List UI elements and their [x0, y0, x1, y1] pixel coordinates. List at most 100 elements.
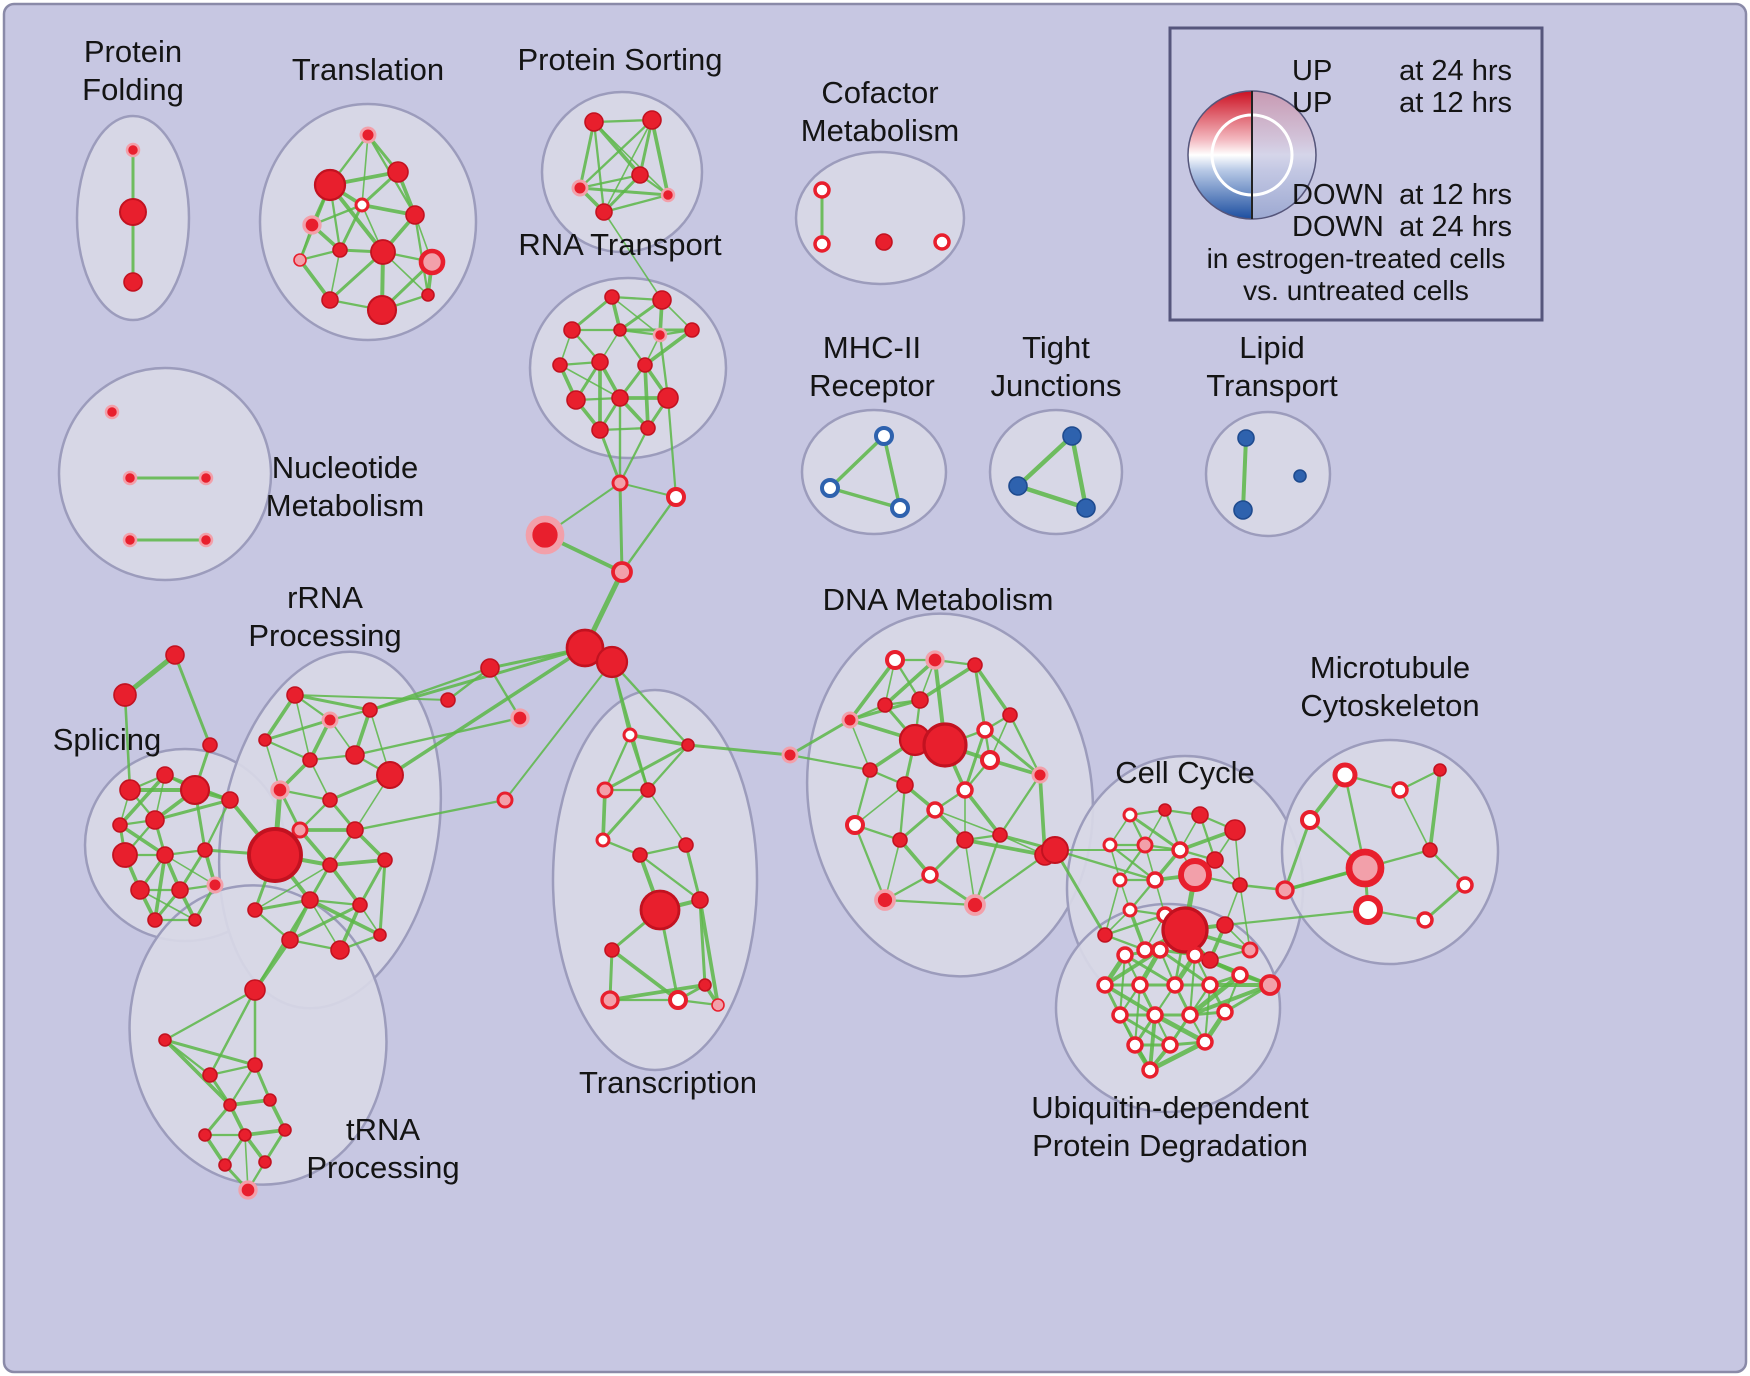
node-cell-cycle-16	[1097, 927, 1113, 943]
legend-footer-line: in estrogen-treated cells	[1207, 243, 1506, 274]
edge	[918, 663, 977, 702]
node-ubiquitin-degradation-3	[1096, 976, 1114, 994]
edge	[368, 646, 587, 712]
edge	[353, 798, 507, 832]
node-cell-cycle-4	[1102, 837, 1118, 853]
cluster-label-transcription: Transcription	[579, 1065, 757, 1100]
edge	[1015, 483, 1089, 511]
node-trna-processing-7	[238, 1128, 252, 1142]
node-rrna-processing-15	[352, 897, 368, 913]
node-splicing-5	[145, 810, 165, 830]
cluster-label-translation: Translation	[292, 52, 444, 87]
cluster-label-lipid-transport: Lipid	[1239, 330, 1305, 365]
cluster-ellipse-transcription	[551, 688, 759, 1072]
edge	[1147, 1039, 1208, 1073]
node-ubiquitin-degradation-10	[1181, 1006, 1199, 1024]
node-splicing-7	[156, 846, 174, 864]
node-connectors-3	[611, 561, 633, 583]
node-trna-processing-10	[258, 1155, 272, 1169]
node-rna-transport-12	[591, 421, 609, 439]
node-dna-metabolism-9	[1002, 707, 1018, 723]
node-rna-transport-3	[613, 323, 627, 337]
edge	[253, 898, 312, 912]
node-connectors-5	[595, 645, 629, 679]
node-connectors-12	[113, 683, 137, 707]
edge	[388, 646, 587, 777]
node-connectors-14	[1041, 836, 1069, 864]
node-dna-metabolism-8	[976, 721, 994, 739]
edge	[650, 118, 670, 197]
edge	[849, 719, 871, 771]
node-cell-cycle-1	[1158, 803, 1172, 817]
node-connectors-8	[440, 692, 456, 708]
node-cell-cycle-2	[1191, 806, 1209, 824]
cluster-label-rna-transport: RNA Transport	[518, 227, 722, 262]
edge	[973, 853, 1047, 907]
edge	[964, 839, 976, 906]
legend: UP at 24 hrs UP at 12 hrs DOWN at 12 hrs DOWN a…	[1168, 26, 1544, 322]
edge	[208, 988, 257, 1077]
edge	[1053, 848, 1107, 937]
cluster-ellipse-lipid-transport	[1204, 410, 1332, 538]
cluster-ellipse-cofactor-metabolism	[794, 150, 966, 286]
edge	[1133, 983, 1142, 1047]
edge	[1239, 884, 1251, 951]
edge	[643, 363, 650, 430]
edge	[934, 809, 1001, 836]
cluster-ellipse-trna-processing	[128, 884, 388, 1186]
node-transcription-11	[600, 990, 620, 1010]
edge	[353, 716, 522, 757]
node-dna-metabolism-21	[874, 889, 896, 911]
cluster-ellipse-mhc2-receptor	[800, 408, 948, 536]
node-microtubule-cytoskeleton-9	[1275, 880, 1295, 900]
node-transcription-7	[639, 889, 681, 931]
node-dna-metabolism-17	[892, 832, 908, 848]
edge	[1128, 813, 1182, 852]
node-transcription-9	[604, 942, 620, 958]
node-dna-metabolism-20	[921, 866, 939, 884]
node-rna-transport-9	[566, 390, 586, 410]
node-cell-cycle-12	[1122, 902, 1138, 918]
edge	[164, 854, 216, 886]
node-transcription-4	[595, 832, 611, 848]
node-rrna-processing-18	[330, 940, 350, 960]
node-connectors-0	[525, 515, 565, 555]
edge	[203, 798, 232, 852]
cluster-label-rrna-processing: rRNA	[287, 580, 363, 615]
edge	[338, 203, 364, 252]
node-splicing-6	[112, 842, 138, 868]
edge	[610, 660, 690, 747]
node-protein-folding-0	[125, 142, 141, 158]
node-translation-9	[418, 248, 446, 276]
node-microtubule-cytoskeleton-4	[1345, 848, 1385, 888]
edge	[118, 773, 167, 827]
edge	[983, 728, 1042, 777]
node-trna-processing-6	[198, 1128, 212, 1142]
edge	[963, 728, 987, 792]
node-rrna-processing-13	[377, 852, 393, 868]
cluster-ellipse-protein-sorting	[540, 90, 704, 254]
edge	[1428, 768, 1442, 852]
edge	[592, 120, 606, 214]
node-transcription-1	[596, 781, 614, 799]
edge	[1223, 908, 1370, 927]
edge	[1104, 879, 1121, 936]
node-transcription-10	[698, 978, 712, 992]
edge	[263, 718, 332, 742]
edge	[1148, 1013, 1157, 1072]
edge	[601, 788, 650, 842]
edge	[603, 733, 632, 792]
node-transcription-8	[691, 891, 709, 909]
edge	[828, 434, 886, 490]
node-translation-11	[366, 294, 398, 326]
node-splicing-9	[130, 880, 150, 900]
node-splicing-10	[171, 881, 189, 899]
edge	[638, 843, 688, 857]
edge	[603, 119, 653, 213]
node-splicing-13	[188, 913, 202, 927]
edge	[853, 823, 887, 902]
node-transcription-0	[622, 727, 638, 743]
legend-glyph-right-half	[1252, 91, 1316, 219]
